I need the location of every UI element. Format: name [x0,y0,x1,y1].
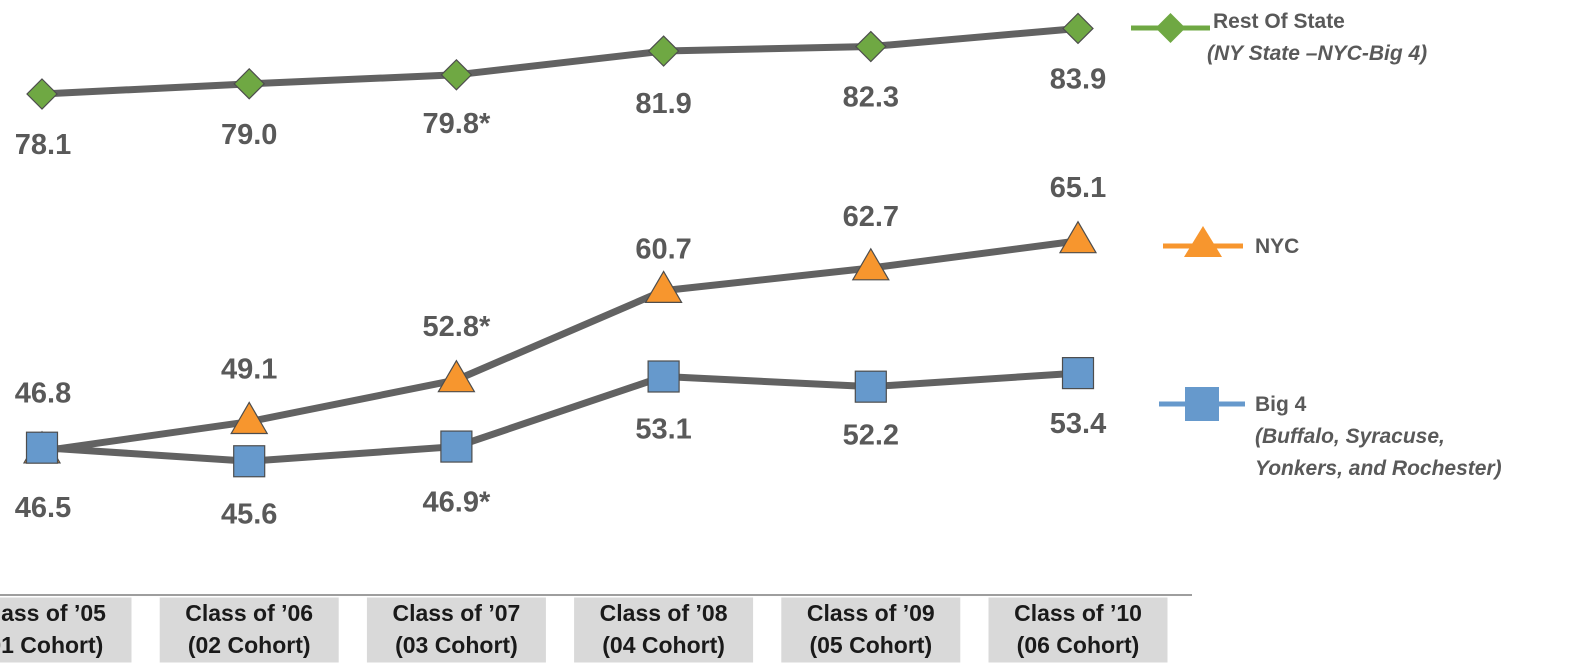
data-label-rest-of-state-3: 81.9 [635,88,691,120]
point-big-4-5 [1061,357,1095,390]
category-box-bg-1 [158,596,340,664]
category-label-2-1: (03 Cohort) [395,632,518,658]
data-label-nyc-0: 46.5 [15,492,71,524]
point-nyc-1 [230,401,269,435]
category-box-bg-0 [0,596,133,664]
legend-label-nyc: NYC [1255,235,1299,258]
data-label-big-4-2: 46.9* [423,487,491,519]
data-label-nyc-5: 65.1 [1050,172,1106,204]
category-label-1-0: Class of ’06 [185,600,313,626]
category-box-1: Class of ’06 (02 Cohort) [158,596,340,664]
point-big-4-3 [647,360,680,393]
legend-marker-rest-of-state [1155,13,1186,43]
series-line-rest-of-state [38,24,1082,98]
data-label-nyc-4: 62.7 [843,201,899,233]
category-label-0-0: Class of ’05 [0,600,106,626]
category-box-bg-3 [573,596,755,664]
point-nyc-5 [1058,220,1098,254]
point-nyc-3 [644,270,683,303]
point-big-4-1 [233,445,266,478]
point-rest-of-state-5 [1062,12,1094,45]
data-label-big-4-3: 53.1 [635,414,691,446]
point-big-4-2 [440,430,473,463]
legend: Rest Of State (NY State –NYC-Big 4) NYC Big… [1131,10,1502,480]
series-line-big-4 [38,369,1082,465]
category-box-0: Class of ’05 (01 Cohort) [0,596,133,664]
category-label-3-1: (04 Cohort) [602,632,725,658]
legend-label-rest-of-state: Rest Of State [1213,10,1345,33]
category-box-2: Class of ’07 (03 Cohort) [365,596,547,664]
point-rest-of-state-3 [647,35,680,67]
category-label-0-1: (01 Cohort) [0,632,103,658]
category-box-bg-4 [780,596,962,664]
point-rest-of-state-1 [233,67,266,100]
data-label-big-4-4: 52.2 [843,420,899,452]
data-label-nyc-2: 52.8* [423,311,491,343]
data-label-nyc-1: 49.1 [221,354,277,386]
category-label-5-1: (06 Cohort) [1017,632,1140,658]
data-label-nyc-3: 60.7 [635,234,691,266]
legend-label-big-4: Big 4 [1255,393,1307,416]
data-label-big-4-0: 46.8 [15,378,71,410]
category-box-3: Class of ’08 (04 Cohort) [573,596,755,664]
data-label-big-4-5: 53.4 [1050,408,1106,440]
data-label-rest-of-state-4: 82.3 [843,82,899,114]
legend-marker-nyc [1184,226,1222,257]
legend-entry-nyc: NYC [1163,226,1299,258]
point-rest-of-state-4 [854,30,887,63]
legend-sublabel-rest-of-state-0: (NY State –NYC-Big 4) [1207,42,1427,65]
legend-entry-rest-of-state: Rest Of State (NY State –NYC-Big 4) [1131,10,1427,65]
point-big-4-0 [25,431,59,464]
data-label-rest-of-state-2: 79.8* [423,108,491,140]
series-lines [38,24,1082,465]
category-box-bg-2 [365,596,547,664]
series-line-nyc [38,237,1082,455]
data-label-rest-of-state-1: 79.0 [221,119,277,151]
data-labels: 78.1 79.0 79.8* 81.9 82.3 83.9 46.5 49.1 52.8* 60… [15,63,1106,530]
category-label-2-0: Class of ’07 [392,600,520,626]
series-markers [22,12,1098,478]
point-nyc-4 [851,247,890,281]
category-label-3-0: Class of ’08 [600,600,728,626]
category-label-4-0: Class of ’09 [807,600,935,626]
category-label-5-0: Class of ’10 [1014,600,1142,626]
category-box-5: Class of ’10 (06 Cohort) [987,596,1169,664]
data-label-rest-of-state-0: 78.1 [15,129,71,161]
category-label-1-1: (02 Cohort) [188,632,311,658]
data-label-big-4-1: 45.6 [221,498,277,530]
category-box-4: Class of ’09 (05 Cohort) [780,596,962,664]
point-big-4-4 [854,370,887,403]
x-axis: Class of ’05 (01 Cohort) Class of ’06 (02 C… [0,594,1192,664]
legend-entry-big-4: Big 4 (Buffalo, Syracuse, Yonkers, and Roc… [1159,387,1502,480]
point-rest-of-state-0 [26,78,58,110]
data-label-rest-of-state-5: 83.9 [1050,63,1106,95]
legend-marker-big-4 [1185,387,1219,421]
category-label-4-1: (05 Cohort) [809,632,932,658]
point-rest-of-state-2 [440,58,473,91]
category-box-bg-5 [987,596,1169,664]
legend-sublabel-big-4-0: (Buffalo, Syracuse, [1255,425,1445,448]
legend-sublabel-big-4-1: Yonkers, and Rochester) [1255,457,1502,480]
point-nyc-2 [437,359,476,393]
